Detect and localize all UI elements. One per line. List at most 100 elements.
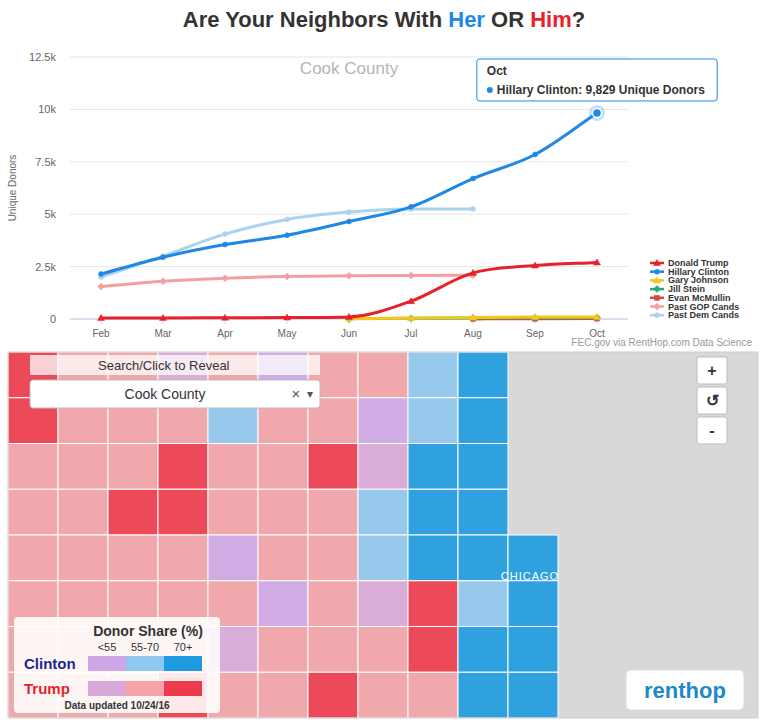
map-cell: [158, 489, 208, 535]
point-marker: [346, 272, 353, 279]
logo: renthop: [644, 678, 726, 703]
map-cell: [8, 444, 58, 490]
point-marker: [99, 271, 104, 276]
map-cell: [158, 444, 208, 490]
y-tick-label: 12.5k: [29, 51, 56, 63]
map-legend-title: Donor Share (%): [93, 623, 203, 639]
y-tick-label: 10k: [38, 103, 56, 115]
point-marker: [223, 232, 228, 237]
map-cell: [408, 398, 458, 444]
map-legend-box: [14, 617, 220, 713]
title-part: Are Your Neighbors With: [183, 7, 448, 32]
map-legend-swatch: [126, 681, 164, 696]
point-marker: [470, 269, 477, 275]
title-part: ?: [572, 7, 585, 32]
point-marker: [594, 259, 601, 265]
map-legend-party: Clinton: [24, 655, 76, 672]
legend-label: Past Dem Cands: [668, 310, 739, 320]
map-cell: [258, 627, 308, 673]
point-marker: [160, 278, 167, 285]
map-cell: [308, 444, 358, 490]
y-axis-title: Unique Donors: [7, 155, 18, 222]
point-marker: [471, 176, 476, 181]
map-cell: [408, 535, 458, 581]
point-marker: [284, 273, 291, 280]
point-marker: [470, 314, 477, 320]
search-box[interactable]: [30, 380, 320, 408]
page: Are Your Neighbors With Her OR Him? Cook …: [0, 0, 768, 728]
search-arrow[interactable]: ▾: [307, 387, 313, 401]
map-cell: [358, 581, 408, 627]
map-cell: [308, 672, 358, 718]
map-legend-bin: <55: [98, 641, 117, 653]
map-cell: [308, 489, 358, 535]
map-cell: [258, 489, 308, 535]
point-marker: [346, 313, 353, 319]
map-cell: [208, 444, 258, 490]
map-cell: [358, 398, 408, 444]
map-cell: [408, 489, 458, 535]
point-marker: [223, 242, 228, 247]
grid-line: [70, 161, 628, 162]
zoom-button[interactable]: [697, 357, 727, 384]
tooltip-text: Hillary Clinton: 9,829 Unique Donors: [497, 83, 705, 97]
point-marker: [222, 275, 229, 282]
y-tick-label: 0: [50, 313, 56, 325]
map-legend-swatch: [164, 656, 202, 671]
map-cell: [308, 535, 358, 581]
map-cell: [258, 535, 308, 581]
title: Are Your Neighbors With Her OR Him?: [183, 7, 585, 32]
map-cell: [358, 444, 408, 490]
x-tick-label: Aug: [464, 328, 482, 339]
map-cell: [158, 535, 208, 581]
zoom-button-label[interactable]: ↺: [706, 392, 719, 409]
point-marker: [285, 233, 290, 238]
map-legend-swatch: [164, 681, 202, 696]
map-cell: [408, 352, 458, 398]
point-marker: [347, 219, 352, 224]
logo-box: [626, 670, 744, 710]
zoom-button-label[interactable]: +: [707, 362, 716, 379]
tooltip: Oct Hillary Clinton: 9,829 Unique Donors: [477, 59, 717, 101]
x-tick-label: Jun: [341, 328, 357, 339]
map-cell: [8, 535, 58, 581]
point-marker: [98, 314, 105, 320]
map-cell: [58, 444, 108, 490]
map-cell: [408, 444, 458, 490]
map-border: [8, 352, 758, 718]
subtitle: Cook County: [300, 59, 399, 78]
title-part: OR: [485, 7, 530, 32]
map-cell: [508, 672, 558, 718]
map-cell: [58, 535, 108, 581]
map-background: [8, 352, 758, 718]
zoom-button[interactable]: [697, 417, 727, 444]
series-line: [101, 113, 597, 274]
grid-line: [70, 109, 628, 110]
tooltip-box: [477, 59, 717, 101]
map-cell: [458, 352, 508, 398]
y-tick-label: 5k: [44, 208, 56, 220]
map-cell: [108, 535, 158, 581]
highlight-halo: [589, 105, 605, 121]
search-clear[interactable]: ×: [292, 385, 301, 402]
map-legend-swatch: [88, 681, 126, 696]
legend-marker: [655, 313, 660, 318]
legend-marker: [654, 260, 661, 266]
map-legend-swatch: [88, 656, 126, 671]
zoom-button-label[interactable]: -: [709, 422, 714, 439]
legend-marker: [654, 303, 661, 310]
tooltip-title: Oct: [487, 64, 507, 78]
search-label: Search/Click to Reveal: [98, 358, 230, 373]
map-cell: [458, 489, 508, 535]
map-cell: [358, 489, 408, 535]
x-tick-label: Feb: [92, 328, 110, 339]
map-updated: Data updated 10/24/16: [64, 700, 169, 711]
tooltip-bullet: [487, 87, 493, 93]
zoom-button[interactable]: [697, 387, 727, 414]
legend-marker: [654, 277, 661, 283]
point-marker: [532, 314, 539, 321]
map-cell: [358, 672, 408, 718]
point-marker: [594, 314, 601, 321]
map: [8, 352, 758, 718]
plot-area: [98, 110, 601, 322]
